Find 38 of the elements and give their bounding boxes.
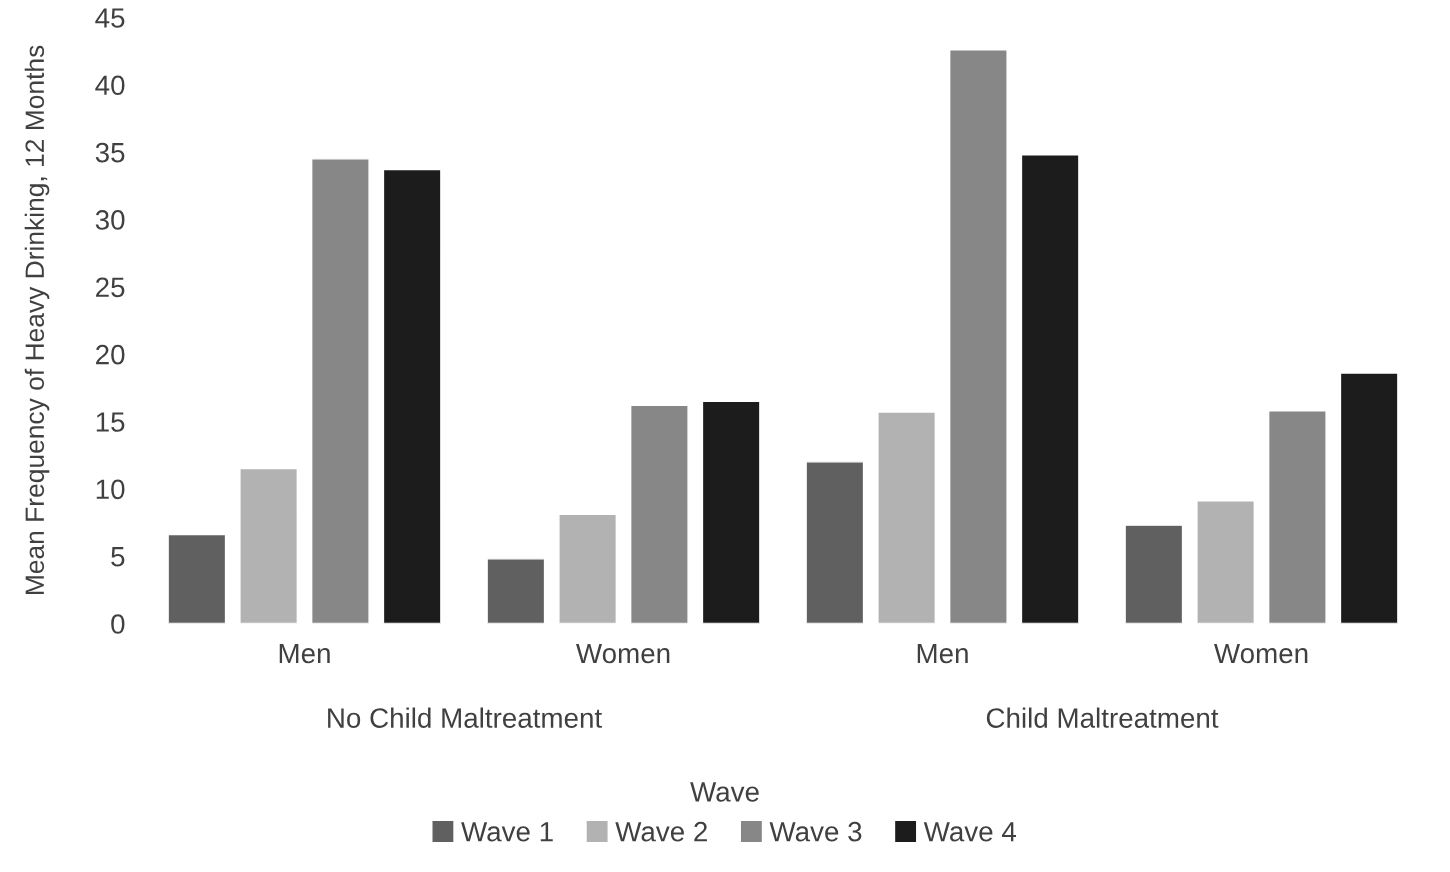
text: Child Maltreatment: [986, 707, 1219, 728]
bar: [382, 168, 442, 624]
x-tick-label: Women: [1214, 643, 1308, 664]
y-tick-label: 15: [96, 412, 125, 432]
y-tick-label: 25: [96, 277, 125, 298]
y-tick-label: 30: [95, 210, 125, 230]
text: No Child Maltreatment: [328, 707, 602, 728]
bar: [239, 467, 299, 624]
bar: [486, 558, 546, 624]
legend-label: Wave 4: [923, 822, 1016, 842]
legend-label: Wave 3: [769, 821, 862, 842]
bar: [558, 513, 618, 624]
bar: [1020, 154, 1080, 624]
y-tick-label: 20: [96, 344, 125, 365]
bar: [1196, 500, 1256, 624]
bar: [629, 404, 689, 624]
bar: [877, 411, 937, 624]
x-tick-label: Men: [279, 643, 330, 664]
y-tick-label: 40: [95, 75, 125, 96]
x-tick-label: Men: [917, 643, 968, 664]
bar: [948, 49, 1008, 624]
y-axis-title: Mean Frequency of Heavy Drinking, 12 Months: [24, 45, 50, 595]
y-tick-label: 45: [95, 8, 125, 28]
y-tick-label: 5: [111, 547, 125, 567]
bar: [1267, 409, 1327, 624]
bar: [805, 461, 865, 624]
y-tick-label: 35: [95, 142, 125, 163]
legend-label: Wave 2: [615, 821, 707, 842]
bar: [1339, 372, 1399, 624]
legend-title: Wave: [690, 782, 759, 802]
legend-label: Wave 1: [461, 822, 553, 842]
y-tick-label: 0: [111, 614, 125, 634]
x-tick-label: Women: [576, 643, 670, 664]
bar: [701, 400, 761, 624]
bar: [310, 158, 370, 624]
y-tick-label: 10: [96, 479, 125, 500]
bar: [1124, 524, 1184, 624]
bar: [167, 533, 227, 624]
